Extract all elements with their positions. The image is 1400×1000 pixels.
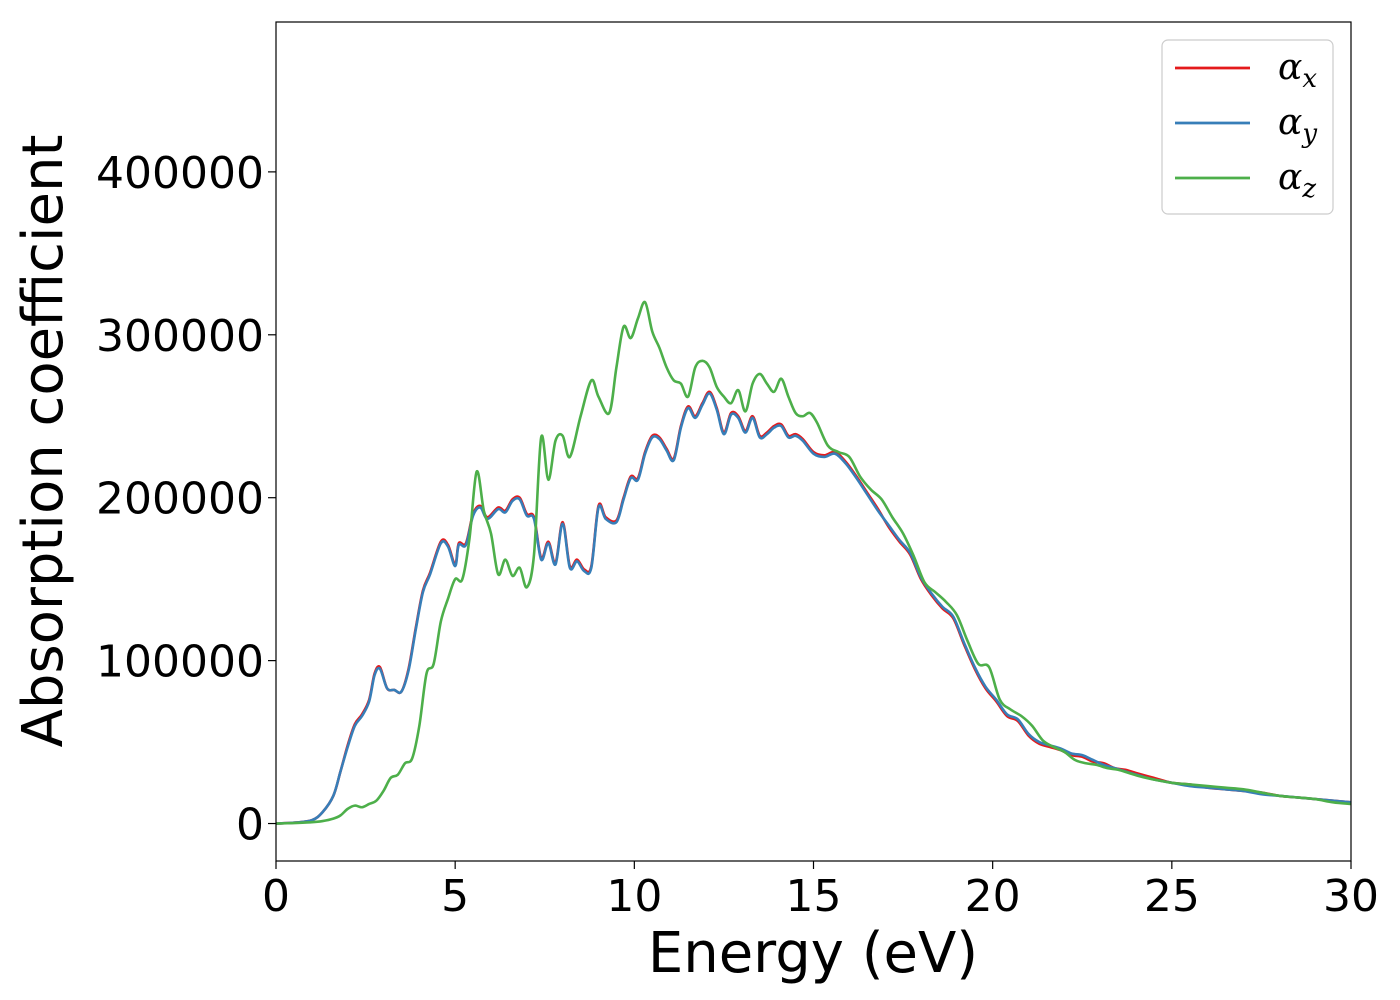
series-layer <box>275 300 1352 825</box>
y-tick-label: 300000 <box>96 311 264 362</box>
legend-label-x: αx <box>1278 47 1317 94</box>
x-tick-label: 0 <box>262 871 290 922</box>
x-tick-label: 5 <box>441 871 469 922</box>
x-tick-label: 30 <box>1323 871 1379 922</box>
y-tick-label: 200000 <box>96 474 264 525</box>
x-tick-label: 10 <box>606 871 662 922</box>
x-tick-label: 25 <box>1144 871 1200 922</box>
x-tick-label: 20 <box>965 871 1021 922</box>
series-line-z <box>275 300 1352 825</box>
legend-label-z: αz <box>1278 157 1316 204</box>
series-line-y <box>275 392 1352 825</box>
y-tick-label: 400000 <box>96 148 264 199</box>
y-tick-label: 100000 <box>96 637 264 688</box>
x-tick-label: 15 <box>786 871 842 922</box>
legend-label-y: αy <box>1278 102 1317 149</box>
y-axis-title: Absorption coefficient <box>11 135 76 748</box>
x-axis: 0 5 10 15 20 25 30 <box>262 861 1379 922</box>
y-axis: 0 100000 200000 300000 400000 <box>96 148 276 851</box>
legend: αx αy αz <box>1161 39 1334 215</box>
y-tick-label: 0 <box>236 800 264 851</box>
legend-box <box>1161 39 1334 215</box>
x-axis-title: Energy (eV) <box>648 921 978 986</box>
